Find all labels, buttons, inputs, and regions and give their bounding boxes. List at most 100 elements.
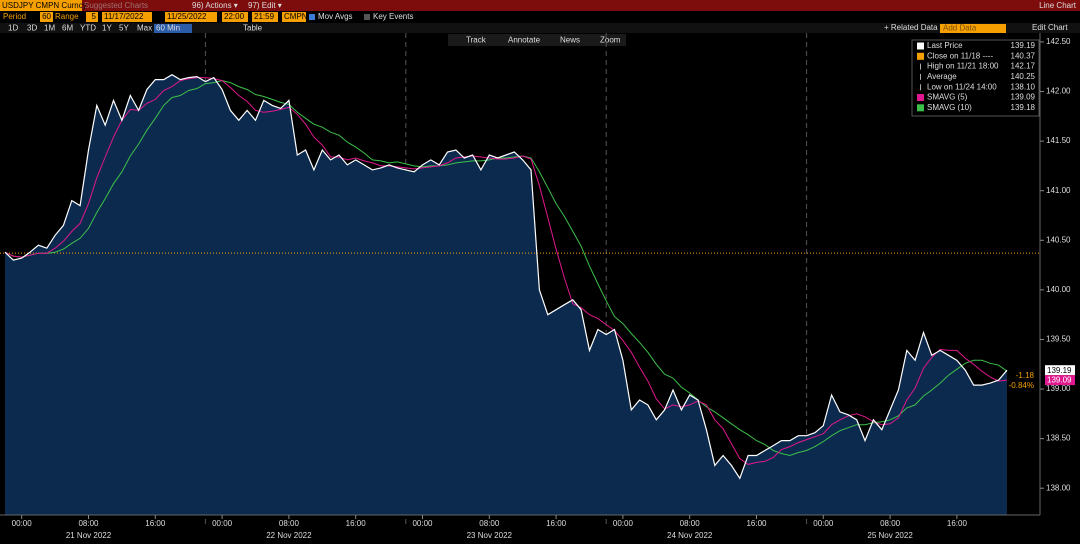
y-tick-label: 141.50 xyxy=(1046,136,1071,145)
x-tick-label: 16:00 xyxy=(346,519,367,528)
range[interactable]: 5 xyxy=(92,12,97,21)
security[interactable]: USDJPY CMPN Curncy xyxy=(2,1,87,10)
edit-chart[interactable]: Edit Chart xyxy=(1032,23,1068,32)
checkbox[interactable] xyxy=(309,14,315,20)
source[interactable]: CMPN xyxy=(284,12,308,21)
price-area xyxy=(5,74,1007,515)
period-button[interactable]: Max xyxy=(137,24,152,33)
x-tick-label: 16:00 xyxy=(145,519,166,528)
view-name: Line Chart xyxy=(1039,1,1077,10)
legend-swatch xyxy=(917,52,924,60)
period-selected[interactable] xyxy=(154,24,192,33)
x-tick-label: 08:00 xyxy=(479,519,500,528)
x-tick-label: 16:00 xyxy=(947,519,968,528)
date-label: 22 Nov 2022 xyxy=(266,531,312,540)
legend-value: 139.09 xyxy=(1011,93,1036,102)
x-tick-label: 08:00 xyxy=(880,519,901,528)
legend: Last Price 139.19 Close on 11/18 ---- 140.3… xyxy=(911,39,1040,117)
y-tick-label: 141.00 xyxy=(1046,186,1071,195)
chart-tool[interactable]: Track xyxy=(466,36,487,45)
chart-tool[interactable]: Annotate xyxy=(508,36,541,45)
period-button[interactable]: 1Y xyxy=(102,24,112,33)
legend-label: Close on 11/18 ---- xyxy=(927,51,993,60)
actions-menu[interactable]: 96) Actions ▾ xyxy=(192,1,238,10)
x-tick-label: 16:00 xyxy=(546,519,567,528)
y-tick-label: 139.00 xyxy=(1046,384,1071,393)
period-button[interactable]: 60 Min xyxy=(156,24,180,33)
mov-avgs[interactable]: Mov Avgs xyxy=(318,12,353,21)
start-time[interactable]: 22:00 xyxy=(224,12,245,21)
end-date[interactable]: 11/25/2022 xyxy=(167,12,207,21)
legend-swatch xyxy=(917,42,924,50)
legend-value: 142.17 xyxy=(1011,62,1036,71)
start-date[interactable]: 11/17/2022 xyxy=(104,12,144,21)
security-box[interactable] xyxy=(0,0,82,11)
change: -1.18 xyxy=(1016,371,1035,380)
y-tick-label: 138.50 xyxy=(1046,434,1071,443)
field[interactable] xyxy=(222,12,248,22)
series-line xyxy=(4,80,1008,457)
period-label: Period xyxy=(3,12,26,21)
period-button[interactable]: Table xyxy=(243,24,263,33)
period-button[interactable]: 1M xyxy=(44,24,55,33)
legend-label: Last Price xyxy=(927,41,963,50)
legend-label: SMAVG (10) xyxy=(927,103,972,112)
legend-swatch xyxy=(917,104,924,112)
legend-swatch xyxy=(917,94,924,101)
legend-label: SMAVG (5) xyxy=(927,93,968,102)
x-tick-label: 08:00 xyxy=(78,519,99,528)
field[interactable] xyxy=(252,12,278,22)
y-tick-label: 142.50 xyxy=(1046,37,1071,46)
field[interactable] xyxy=(282,12,306,22)
legend-label: High on 11/21 18:00 xyxy=(927,62,999,71)
period-button[interactable]: 6M xyxy=(62,24,73,33)
checkbox[interactable] xyxy=(364,14,370,20)
x-tick-label: 00:00 xyxy=(12,519,33,528)
add-data-box[interactable] xyxy=(940,24,1006,33)
hint: Suggested Charts xyxy=(84,1,148,10)
legend-value: 139.18 xyxy=(1011,103,1036,112)
chart-toolbar xyxy=(448,34,626,46)
period-button[interactable]: YTD xyxy=(80,24,96,33)
x-tick-label: 00:00 xyxy=(613,519,634,528)
last-price-tag-box xyxy=(1045,365,1075,376)
smavg5-tag: 139.09 xyxy=(1047,376,1072,385)
related-data[interactable]: + Related Data ▾ xyxy=(884,23,944,32)
period[interactable]: 60 xyxy=(42,12,51,21)
period-button[interactable]: 3D xyxy=(27,24,37,33)
series-line xyxy=(4,74,1008,480)
header-bar xyxy=(0,0,1080,11)
y-tick-label: 140.50 xyxy=(1046,235,1071,244)
period-button[interactable]: 5Y xyxy=(119,24,129,33)
add-data[interactable]: Add Data xyxy=(943,24,977,33)
field[interactable] xyxy=(40,12,53,22)
y-tick-label: 142.00 xyxy=(1046,87,1071,96)
period-bar xyxy=(0,23,1080,33)
legend-label: Low on 11/24 14:00 xyxy=(927,82,997,91)
field[interactable] xyxy=(165,12,217,22)
chart-tool[interactable]: Zoom xyxy=(600,36,621,45)
legend-value: 139.19 xyxy=(1011,41,1036,50)
range-label: Range xyxy=(55,12,79,21)
period-button[interactable]: 1D xyxy=(8,24,18,33)
plot xyxy=(0,33,1040,525)
date-label: 21 Nov 2022 xyxy=(66,531,112,540)
smavg5-tag-box xyxy=(1045,375,1075,386)
legend-value: 138.10 xyxy=(1011,82,1036,91)
chart-tool[interactable]: News xyxy=(560,36,580,45)
x-tick-label: 00:00 xyxy=(813,519,834,528)
field[interactable] xyxy=(86,12,98,22)
date-label: 23 Nov 2022 xyxy=(467,531,513,540)
key-events[interactable]: Key Events xyxy=(373,12,413,21)
legend-value: 140.37 xyxy=(1011,51,1036,60)
end-time[interactable]: 21:59 xyxy=(254,12,275,21)
legend-value: 140.25 xyxy=(1011,72,1036,81)
y-tick-label: 140.00 xyxy=(1046,285,1071,294)
edit-menu[interactable]: 97) Edit ▾ xyxy=(248,1,282,10)
date-label: 24 Nov 2022 xyxy=(667,531,713,540)
series-line xyxy=(4,77,1008,465)
last-price-tag: 139.19 xyxy=(1047,366,1072,375)
field[interactable] xyxy=(102,12,152,22)
x-tick-label: 16:00 xyxy=(746,519,767,528)
